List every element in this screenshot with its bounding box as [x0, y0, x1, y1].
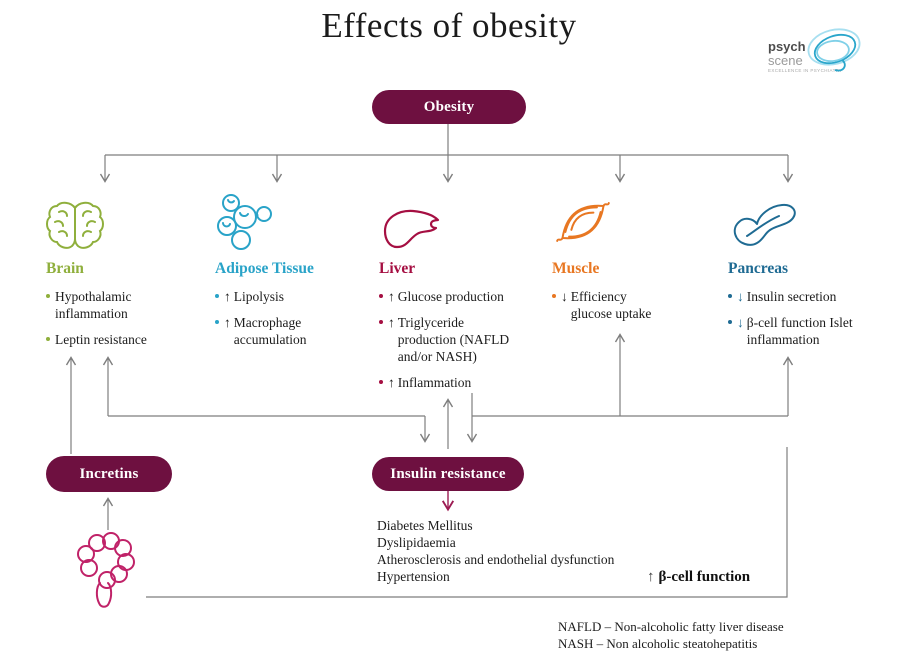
- bullet-item: ↑ Glucose production: [375, 288, 517, 305]
- muscle-column: Muscle ↓ Efficiency glucose uptake: [548, 186, 664, 331]
- organ-label: Adipose Tissue: [215, 260, 314, 277]
- organ-label: Brain: [46, 260, 84, 277]
- bullet-dot: [728, 294, 732, 298]
- up-arrow-glyph: ↑: [224, 315, 231, 330]
- beta-cell-note: ↑ β-cell function: [647, 569, 751, 585]
- bullet-item: Leptin resistance: [42, 331, 170, 348]
- up-arrow-glyph: ↑: [388, 289, 395, 304]
- bullet-dot: [552, 294, 556, 298]
- intestine-icon: [72, 531, 138, 618]
- consequence-line: Atherosclerosis and endothelial dysfunct…: [377, 552, 615, 567]
- consequence-line: Diabetes Mellitus: [377, 518, 473, 533]
- brain-icon: [42, 186, 170, 254]
- adipose-tissue-column: Adipose Tissue ↑ Lipolysis ↑ Macrophage acc…: [211, 186, 347, 357]
- organ-bullets: Hypothalamic inflammation Leptin resistan…: [42, 288, 170, 348]
- muscle-icon: [548, 186, 664, 254]
- footnote-line: NASH – Non alcoholic steatohepatitis: [558, 636, 758, 651]
- bullet-dot: [215, 320, 219, 324]
- psych-scene-logo: psych scene EXCELLENCE IN PSYCHIATRY: [760, 24, 880, 84]
- down-arrow-glyph: ↓: [561, 289, 568, 304]
- consequence-line: Hypertension: [377, 569, 450, 584]
- bullet-text: Leptin resistance: [55, 332, 147, 347]
- brain-column: Brain Hypothalamic inflammation Leptin re…: [42, 186, 170, 357]
- bullet-text: Insulin secretion: [746, 289, 837, 304]
- consequence-line: Dyslipidaemia: [377, 535, 456, 550]
- up-arrow-glyph: ↑: [388, 315, 395, 330]
- logo-text: psych scene EXCELLENCE IN PSYCHIATRY: [768, 40, 843, 74]
- organ-bullets: ↓ Insulin secretion ↓ β-cell function Islet…: [724, 288, 872, 348]
- liver-icon: [375, 186, 517, 254]
- obesity-node: Obesity: [372, 90, 526, 124]
- page-title: Effects of obesity: [321, 6, 577, 45]
- bullet-text: Triglyceride production (NAFLD and/or NA…: [397, 315, 510, 364]
- bullet-dot: [46, 337, 50, 341]
- bullet-text: Hypothalamic inflammation: [55, 289, 132, 321]
- incretins-node: Incretins: [46, 456, 172, 492]
- bullet-text: Efficiency glucose uptake: [570, 289, 652, 321]
- bullet-dot: [215, 294, 219, 298]
- brain-swirl-icon: [807, 28, 861, 72]
- consequence-list: Diabetes Mellitus Dyslipidaemia Atheroscle…: [377, 517, 614, 585]
- bullet-item: Hypothalamic inflammation: [42, 288, 170, 322]
- bullet-dot: [379, 380, 383, 384]
- pancreas-icon: [724, 186, 872, 254]
- bullet-text: β-cell function Islet inflammation: [746, 315, 853, 347]
- up-arrow-glyph: ↑: [224, 289, 231, 304]
- footnote-list: NAFLD – Non-alcoholic fatty liver diseas…: [558, 618, 784, 652]
- bullet-dot: [46, 294, 50, 298]
- liver-column: Liver ↑ Glucose production ↑ Triglyceride p…: [375, 186, 517, 400]
- bullet-item: ↓ Efficiency glucose uptake: [548, 288, 664, 322]
- bullet-dot: [379, 294, 383, 298]
- up-arrow-glyph: ↑: [388, 375, 395, 390]
- down-arrow-glyph: ↓: [737, 315, 744, 330]
- bullet-text: Lipolysis: [233, 289, 285, 304]
- organ-label: Pancreas: [728, 260, 788, 277]
- bullet-text: Macrophage accumulation: [233, 315, 307, 347]
- organ-label: Liver: [379, 260, 416, 277]
- logo-line1: psych: [768, 39, 806, 54]
- bullet-dot: [379, 320, 383, 324]
- bullet-text: Inflammation: [397, 375, 472, 390]
- logo-line2: scene: [768, 53, 803, 68]
- footnote-line: NAFLD – Non-alcoholic fatty liver diseas…: [558, 619, 784, 634]
- bullet-item: ↑ Triglyceride production (NAFLD and/or N…: [375, 314, 517, 365]
- adipose-cells-icon: [211, 186, 347, 254]
- bullet-item: ↑ Lipolysis: [211, 288, 347, 305]
- logo-tagline: EXCELLENCE IN PSYCHIATRY: [768, 68, 843, 73]
- up-arrow-glyph: ↑: [647, 569, 655, 585]
- insulin-resistance-node: Insulin resistance: [372, 457, 524, 491]
- bullet-item: ↑ Macrophage accumulation: [211, 314, 347, 348]
- organ-bullets: ↓ Efficiency glucose uptake: [548, 288, 664, 322]
- bullet-text: Glucose production: [397, 289, 504, 304]
- organ-bullets: ↑ Lipolysis ↑ Macrophage accumulation: [211, 288, 347, 348]
- bullet-item: ↓ β-cell function Islet inflammation: [724, 314, 872, 348]
- down-arrow-glyph: ↓: [737, 289, 744, 304]
- organ-bullets: ↑ Glucose production ↑ Triglyceride product…: [375, 288, 517, 391]
- bullet-item: ↓ Insulin secretion: [724, 288, 872, 305]
- bullet-dot: [728, 320, 732, 324]
- pancreas-column: Pancreas ↓ Insulin secretion ↓ β-cell funct…: [724, 186, 872, 357]
- bullet-item: ↑ Inflammation: [375, 374, 517, 391]
- organ-label: Muscle: [552, 260, 600, 277]
